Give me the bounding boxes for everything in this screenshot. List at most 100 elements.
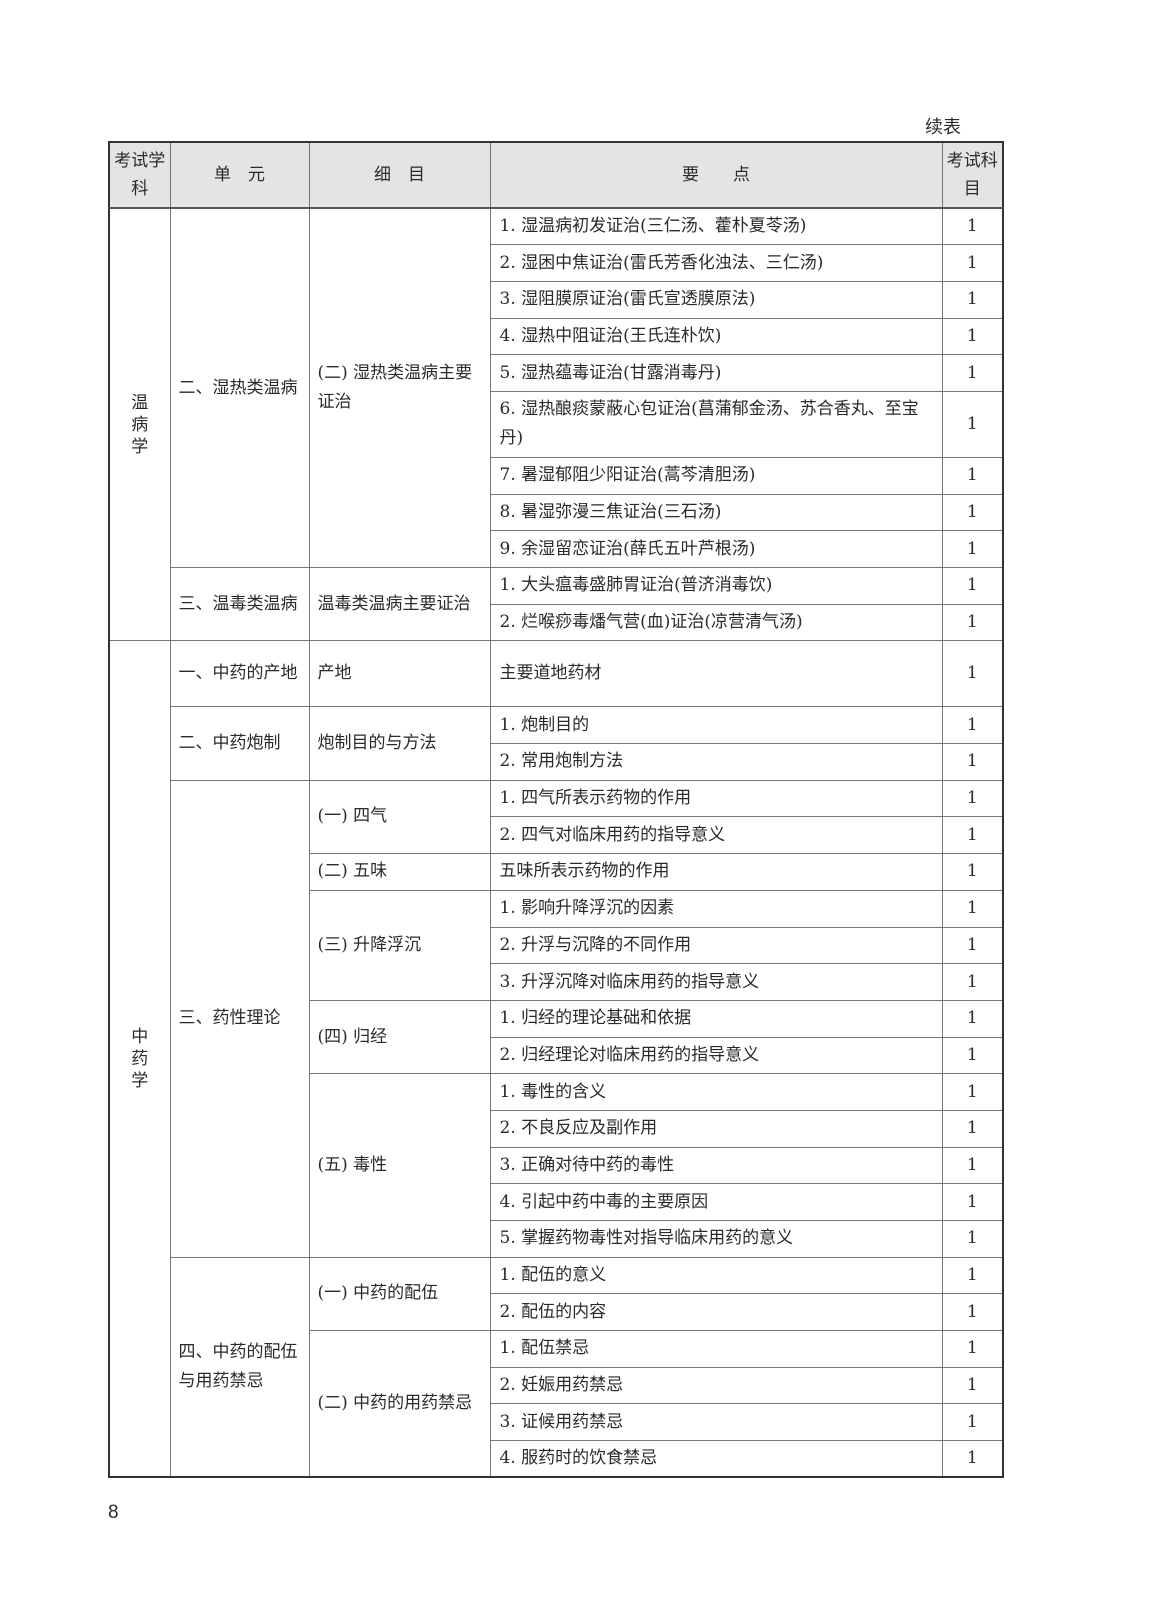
score-cell: 1 (941, 743, 1004, 781)
score-cell: 1 (941, 1256, 1004, 1295)
point-cell: 4. 服药时的饮食禁忌 (489, 1440, 943, 1478)
score-cell: 1 (941, 853, 1004, 891)
point-cell: 8. 暑湿弥漫三焦证治(三石汤) (489, 493, 943, 532)
score-cell: 1 (941, 1366, 1004, 1405)
point-cell: 2. 归经理论对临床用药的指导意义 (489, 1036, 943, 1075)
score-cell: 1 (941, 354, 1004, 392)
score-cell: 1 (941, 603, 1004, 642)
table-row: (五) 毒性 1. 毒性的含义 1 (109, 1073, 1004, 1258)
table-row: 4. 服药时的饮食禁忌 1 (109, 1440, 1004, 1478)
point-cell: 主要道地药材 (489, 640, 943, 708)
score-cell: 1 (941, 1146, 1004, 1185)
table-row: 6. 湿热酿痰蒙蔽心包证治(菖蒲郁金汤、苏合香丸、至宝丹) 1 (109, 390, 1004, 458)
point-cell: 1. 配伍的意义 (489, 1256, 943, 1295)
detail-cell: (二) 中药的用药禁忌 (308, 1330, 491, 1478)
point-cell: 1. 大头瘟毒盛肺胃证治(普济消毒饮) (489, 567, 943, 605)
table-row: 2. 湿困中焦证治(雷氏芳香化浊法、三仁汤) 1 (109, 244, 1004, 282)
point-cell: 1. 炮制目的 (489, 706, 943, 745)
detail-cell: 温毒类温病主要证治 (308, 566, 491, 642)
table-row: 2. 升浮与沉降的不同作用 1 (109, 926, 1004, 965)
score-cell: 1 (941, 244, 1004, 282)
point-cell: 五味所表示药物的作用 (489, 853, 943, 891)
table-row: 2. 归经理论对临床用药的指导意义 1 (109, 1036, 1004, 1075)
point-cell: 1. 影响升降浮沉的因素 (489, 889, 943, 928)
unit-cell: 一、中药的产地 (169, 640, 310, 708)
score-cell: 1 (941, 390, 1004, 458)
score-cell: 1 (941, 1036, 1004, 1075)
point-cell: 2. 烂喉痧毒燔气营(血)证治(凉营清气汤) (489, 603, 943, 642)
point-cell: 3. 湿阻膜原证治(雷氏宣透膜原法) (489, 280, 943, 319)
table-row: 二、中药炮制 炮制目的与方法 1. 炮制目的 1 (109, 706, 1004, 781)
table-header-row: 考试学科 单 元 细 目 要 点 考试科目 (108, 141, 1004, 209)
point-cell: 6. 湿热酿痰蒙蔽心包证治(菖蒲郁金汤、苏合香丸、至宝丹) (489, 390, 943, 458)
unit-cell: 二、中药炮制 (169, 706, 310, 781)
table-row: (二) 中药的用药禁忌 1. 配伍禁忌 1 (109, 1330, 1004, 1478)
point-cell: 5. 湿热蕴毒证治(甘露消毒丹) (489, 354, 943, 392)
point-cell: 2. 不良反应及副作用 (489, 1109, 943, 1148)
score-cell: 1 (941, 1330, 1004, 1368)
point-cell: 1. 配伍禁忌 (489, 1330, 943, 1368)
unit-cell: 二、湿热类温病 (169, 207, 310, 568)
score-cell: 1 (941, 1293, 1004, 1332)
table-row: 3. 证候用药禁忌 1 (109, 1403, 1004, 1442)
point-cell: 2. 四气对临床用药的指导意义 (489, 816, 943, 855)
score-cell: 1 (941, 1109, 1004, 1148)
header-detail: 细 目 (308, 141, 491, 209)
syllabus-table: 考试学科 单 元 细 目 要 点 考试科目 温病学 二、湿热类温病 (二) 湿热类温… (108, 141, 1004, 1479)
subject-name: 中药学 (131, 1026, 149, 1091)
point-cell: 3. 升浮沉降对临床用药的指导意义 (489, 963, 943, 1001)
table-row: 3. 正确对待中药的毒性 1 (109, 1146, 1004, 1185)
table-row: 中药学 一、中药的产地 产地 主要道地药材 1 (108, 640, 1004, 1478)
score-cell: 1 (941, 926, 1004, 965)
score-cell: 1 (941, 1403, 1004, 1442)
point-cell: 1. 四气所表示药物的作用 (489, 779, 943, 818)
detail-cell: (一) 中药的配伍 (308, 1256, 491, 1332)
point-cell: 5. 掌握药物毒性对指导临床用药的意义 (489, 1220, 943, 1258)
detail-cell: 产地 (308, 640, 491, 708)
point-cell: 3. 正确对待中药的毒性 (489, 1146, 943, 1185)
header-exam: 考试科目 (941, 141, 1004, 209)
table-row: 三、药性理论 (一) 四气 1. 四气所表示药物的作用 1 (109, 779, 1004, 1258)
detail-cell: (五) 毒性 (308, 1073, 491, 1258)
table-row: 2. 配伍的内容 1 (109, 1293, 1004, 1332)
score-cell: 1 (941, 567, 1004, 605)
point-cell: 1. 湿温病初发证治(三仁汤、藿朴夏苓汤) (489, 207, 943, 246)
table-row: 2. 妊娠用药禁忌 1 (109, 1366, 1004, 1405)
table-row: (二) 五味 五味所表示药物的作用 1 (109, 853, 1004, 891)
detail-cell: (二) 五味 (308, 853, 491, 891)
score-cell: 1 (941, 706, 1004, 745)
point-cell: 7. 暑湿郁阻少阳证治(蒿芩清胆汤) (489, 456, 943, 495)
point-cell: 2. 升浮与沉降的不同作用 (489, 926, 943, 965)
score-cell: 1 (941, 640, 1004, 708)
header-points: 要 点 (489, 141, 943, 209)
unit-cell: 三、温毒类温病 (169, 566, 310, 642)
table-row: 三、温毒类温病 温毒类温病主要证治 1. 大头瘟毒盛肺胃证治(普济消毒饮) 1 (109, 566, 1004, 642)
score-cell: 1 (941, 1220, 1004, 1258)
table-row: 2. 烂喉痧毒燔气营(血)证治(凉营清气汤) 1 (109, 603, 1004, 642)
point-cell: 4. 引起中药中毒的主要原因 (489, 1183, 943, 1221)
table-row: 8. 暑湿弥漫三焦证治(三石汤) 1 (109, 493, 1004, 532)
detail-cell: (二) 湿热类温病主要证治 (308, 207, 491, 568)
point-cell: 2. 妊娠用药禁忌 (489, 1366, 943, 1405)
subject-cell: 中药学 (108, 640, 171, 1478)
detail-cell: (三) 升降浮沉 (308, 889, 491, 1001)
score-cell: 1 (941, 1073, 1004, 1111)
table-row: 9. 余湿留恋证治(薛氏五叶芦根汤) 1 (109, 530, 1004, 568)
detail-cell: (四) 归经 (308, 999, 491, 1075)
score-cell: 1 (941, 999, 1004, 1038)
table-row: 5. 掌握药物毒性对指导临床用药的意义 1 (109, 1220, 1004, 1258)
table-row: 3. 湿阻膜原证治(雷氏宣透膜原法) 1 (109, 280, 1004, 319)
score-cell: 1 (941, 779, 1004, 818)
score-cell: 1 (941, 493, 1004, 532)
score-cell: 1 (941, 280, 1004, 319)
score-cell: 1 (941, 207, 1004, 246)
table-row: 2. 常用炮制方法 1 (109, 743, 1004, 781)
score-cell: 1 (941, 317, 1004, 356)
score-cell: 1 (941, 456, 1004, 495)
point-cell: 9. 余湿留恋证治(薛氏五叶芦根汤) (489, 530, 943, 568)
score-cell: 1 (941, 1440, 1004, 1478)
subject-cell: 温病学 (108, 207, 171, 642)
point-cell: 2. 常用炮制方法 (489, 743, 943, 781)
point-cell: 1. 毒性的含义 (489, 1073, 943, 1111)
score-cell: 1 (941, 1183, 1004, 1221)
